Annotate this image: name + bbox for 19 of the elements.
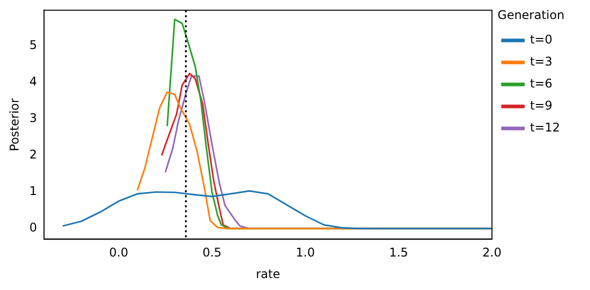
y-axis-title: Posterior <box>7 98 22 152</box>
legend-label: t=6 <box>530 76 552 91</box>
y-tick-label: 3 <box>29 110 38 125</box>
legend-title: Generation <box>498 8 564 22</box>
x-tick-label: 0.5 <box>202 246 222 260</box>
x-axis-title: rate <box>256 266 280 281</box>
legend-label: t=9 <box>530 98 552 113</box>
y-tick-label: 0 <box>29 220 38 235</box>
x-tick-label: 0.0 <box>109 246 128 260</box>
x-tick-label: 1.0 <box>296 246 315 260</box>
legend-label: t=0 <box>530 32 552 47</box>
y-tick-label: 2 <box>29 148 38 162</box>
y-tick-label: 5 <box>29 38 38 52</box>
x-tick-label: 2.0 <box>482 246 502 260</box>
legend-label: t=3 <box>530 54 552 69</box>
y-tick-label: 4 <box>29 74 38 88</box>
legend-label: t=12 <box>530 120 560 135</box>
y-tick-label: 1 <box>29 184 38 198</box>
x-tick-label: 1.5 <box>389 246 408 260</box>
